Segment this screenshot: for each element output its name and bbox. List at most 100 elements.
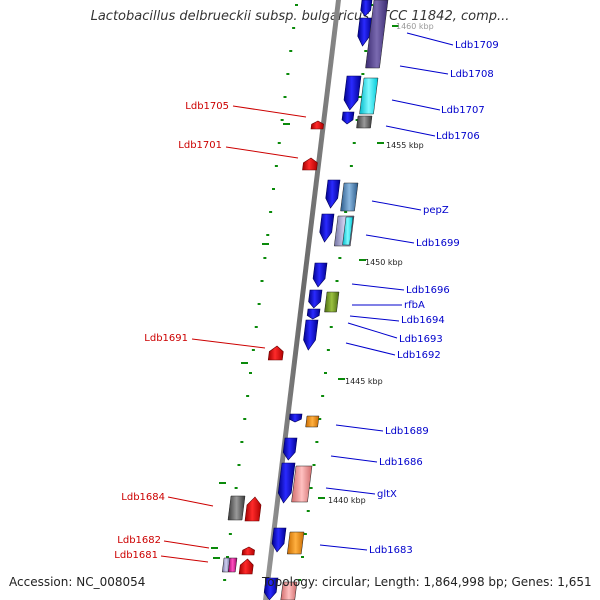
gene-label-Ldb1694[interactable]: Ldb1694 <box>401 315 445 326</box>
gene-arrow-Ldb1706-a <box>341 111 355 125</box>
gene-box-Ldb1706 <box>356 115 373 129</box>
gene-arrow-Ldb1699-a <box>319 213 335 243</box>
leader-line-left-Ldb1681 <box>160 555 209 563</box>
gene-box-Ldb1681 <box>227 557 238 573</box>
gene-label-rfbA[interactable]: rfbA <box>404 300 425 311</box>
gene-label-Ldb1708[interactable]: Ldb1708 <box>450 69 494 80</box>
tick-mark-minor <box>241 362 248 364</box>
tick-mark-right-rail <box>329 326 333 328</box>
gene-label-Ldb1682[interactable]: Ldb1682 <box>117 535 161 546</box>
tick-mark-right-rail <box>318 418 322 420</box>
leader-line-right-pepZ <box>371 200 422 211</box>
leader-line-right-Ldb1699 <box>365 234 415 244</box>
gene-label-Ldb1683[interactable]: Ldb1683 <box>369 545 413 556</box>
coord-label-1455: 1455 kbp <box>386 141 424 150</box>
leader-line-left-Ldb1684 <box>167 496 214 507</box>
leader-line-right-Ldb1708 <box>399 65 449 75</box>
gene-label-pepZ[interactable]: pepZ <box>423 205 449 216</box>
leader-line-right-Ldb1709 <box>406 32 454 46</box>
leader-line-right-Ldb1693 <box>347 322 398 339</box>
tick-mark-left-rail <box>260 280 264 282</box>
leader-line-left-Ldb1691 <box>191 338 266 349</box>
gene-label-Ldb1691[interactable]: Ldb1691 <box>144 333 188 344</box>
tick-mark-left-rail <box>246 395 250 397</box>
gene-box-Ldb1699-b <box>342 216 354 246</box>
tick-mark-left-rail <box>234 487 238 489</box>
gene-label-Ldb1684[interactable]: Ldb1684 <box>121 492 165 503</box>
gene-box-pepZ <box>340 182 359 212</box>
tick-mark-right-rail <box>338 257 342 259</box>
gene-arrow-bottom <box>263 577 279 600</box>
gene-arrow-Ldb1684 <box>244 496 262 522</box>
gene-label-Ldb1692[interactable]: Ldb1692 <box>397 350 441 361</box>
tick-mark-left-rail <box>280 119 284 121</box>
leader-line-right-Ldb1694 <box>349 315 400 322</box>
gene-arrow-Ldb1696 <box>312 262 328 288</box>
gene-arrow-Ldb1705 <box>310 120 324 130</box>
gene-label-Ldb1701[interactable]: Ldb1701 <box>178 140 222 151</box>
gene-arrow-Ldb1709 <box>357 17 373 47</box>
tick-mark-major <box>359 259 366 261</box>
label-leader-lines <box>160 32 454 563</box>
gene-label-Ldb1705[interactable]: Ldb1705 <box>185 101 229 112</box>
coord-label-1445: 1445 kbp <box>345 377 383 386</box>
tick-mark-major <box>392 25 399 27</box>
leader-line-right-Ldb1689 <box>335 424 384 432</box>
tick-mark-left-rail <box>295 4 298 6</box>
genome-backbone <box>263 0 341 600</box>
gene-arrow-Ldb1683-a <box>271 527 287 553</box>
topology-label: Topology: circular; Length: 1,864,998 bp… <box>262 575 592 589</box>
tick-mark-right-rail <box>361 73 365 75</box>
gene-label-Ldb1706[interactable]: Ldb1706 <box>436 131 480 142</box>
leader-line-left-Ldb1682 <box>163 540 210 549</box>
gene-arrow-Ldb1681-b <box>238 558 254 575</box>
coord-label-1440: 1440 kbp <box>328 496 366 505</box>
gene-label-Ldb1693[interactable]: Ldb1693 <box>399 334 443 345</box>
gene-label-Ldb1686[interactable]: Ldb1686 <box>379 457 423 468</box>
tick-mark-right-rail <box>301 556 304 558</box>
gene-arrow-Ldb1701 <box>302 157 318 171</box>
tick-mark-minor <box>262 243 269 245</box>
gene-label-Ldb1709[interactable]: Ldb1709 <box>455 40 499 51</box>
tick-mark-left-rail <box>243 418 247 420</box>
gene-label-Ldb1707[interactable]: Ldb1707 <box>441 105 485 116</box>
left-gene-labels: Ldb1705 Ldb1701 Ldb1691 Ldb1684 Ldb1682 … <box>114 101 229 561</box>
gene-arrow-Ldb1709-a <box>360 0 373 17</box>
leader-line-right-gltX <box>325 487 376 495</box>
coord-label-1450: 1450 kbp <box>365 258 403 267</box>
leader-line-right-Ldb1696 <box>351 283 405 291</box>
tick-mark-minor <box>211 547 218 549</box>
tick-mark-left-rail <box>292 27 296 29</box>
tick-mark-left-rail <box>283 96 287 98</box>
right-gene-labels: Ldb1709 Ldb1708 Ldb1707 Ldb1706 pepZ Ldb… <box>369 40 499 556</box>
tick-mark-left-rail <box>286 73 290 75</box>
gene-arrow-Ldb1689-a <box>289 413 303 423</box>
gene-box-Ldb1684 <box>227 495 246 521</box>
tick-mark-left-rail <box>226 556 229 558</box>
tick-mark-right-rail <box>355 119 359 121</box>
tick-mark-right-rail <box>309 487 313 489</box>
tick-mark-right-rail <box>303 533 307 535</box>
gene-arrow-Ldb1694 <box>306 308 321 320</box>
gene-box-Ldb1707 <box>359 77 379 115</box>
gene-arrow-rfbA-a <box>308 289 323 309</box>
tick-mark-left-rail <box>274 165 278 167</box>
tick-mark-right-rail <box>298 579 302 581</box>
coordinate-labels: 1460 kbp 1455 kbp 1450 kbp 1445 kbp 1440… <box>328 22 434 505</box>
tick-mark-left-rail <box>272 188 275 190</box>
tick-mark-left-rail <box>251 349 255 351</box>
gene-label-Ldb1689[interactable]: Ldb1689 <box>385 426 429 437</box>
tick-mark-right-rail <box>326 349 330 351</box>
tick-mark-left-rail <box>269 211 273 213</box>
tick-mark-left-rail <box>266 234 270 236</box>
accession-label: Accession: NC_008054 <box>9 575 146 589</box>
gene-label-Ldb1696[interactable]: Ldb1696 <box>406 285 450 296</box>
gene-label-Ldb1681[interactable]: Ldb1681 <box>114 550 158 561</box>
tick-mark-minor <box>219 482 226 484</box>
tick-mark-major <box>318 497 325 499</box>
gene-box-rfbA <box>324 291 340 313</box>
gene-arrow-Ldb1682 <box>241 546 255 556</box>
gene-label-gltX[interactable]: gltX <box>377 489 397 500</box>
gene-label-Ldb1699[interactable]: Ldb1699 <box>416 238 460 249</box>
